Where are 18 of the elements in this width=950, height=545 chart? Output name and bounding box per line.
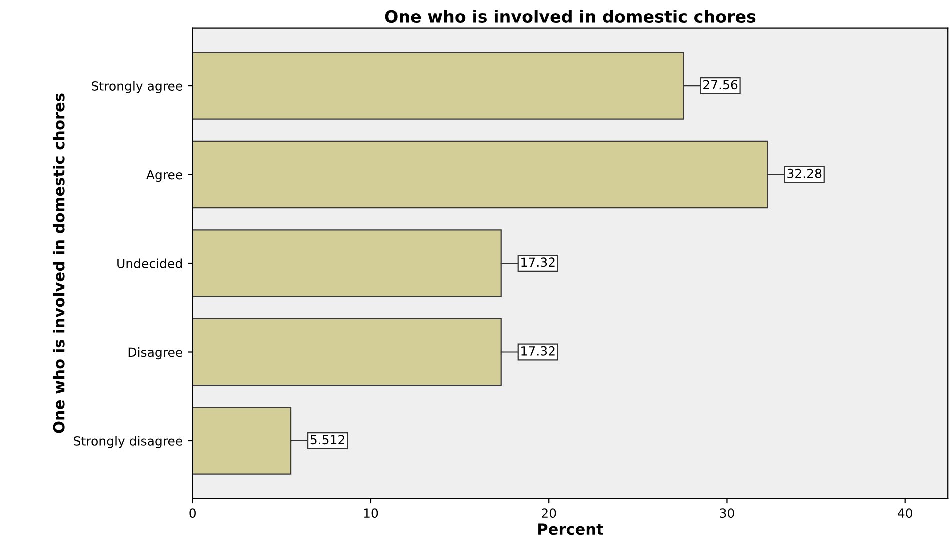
y-tick-label: Agree: [146, 170, 182, 182]
y-tick-label: Strongly disagree: [74, 436, 182, 448]
data-label: 32.28: [788, 168, 822, 178]
y-tick-label: Disagree: [128, 348, 182, 360]
x-tick-label: 20: [542, 508, 556, 518]
x-tick-label: 10: [364, 508, 378, 518]
data-label: 27.56: [704, 80, 738, 90]
y-tick-label: Strongly agree: [92, 81, 182, 94]
data-label: 17.32: [522, 346, 555, 356]
chart-title: One who is involved in domestic chores: [385, 10, 756, 24]
x-axis-title: Percent: [538, 524, 604, 536]
x-tick-label: 40: [898, 508, 912, 518]
data-label: 5.512: [310, 435, 344, 445]
x-tick-label: 30: [720, 508, 734, 518]
x-tick-label: 0: [190, 508, 196, 518]
y-tick-label: Undecided: [118, 258, 182, 268]
data-label: 17.32: [522, 258, 555, 268]
y-axis-title: One who is involved in domestic chores: [52, 94, 65, 434]
